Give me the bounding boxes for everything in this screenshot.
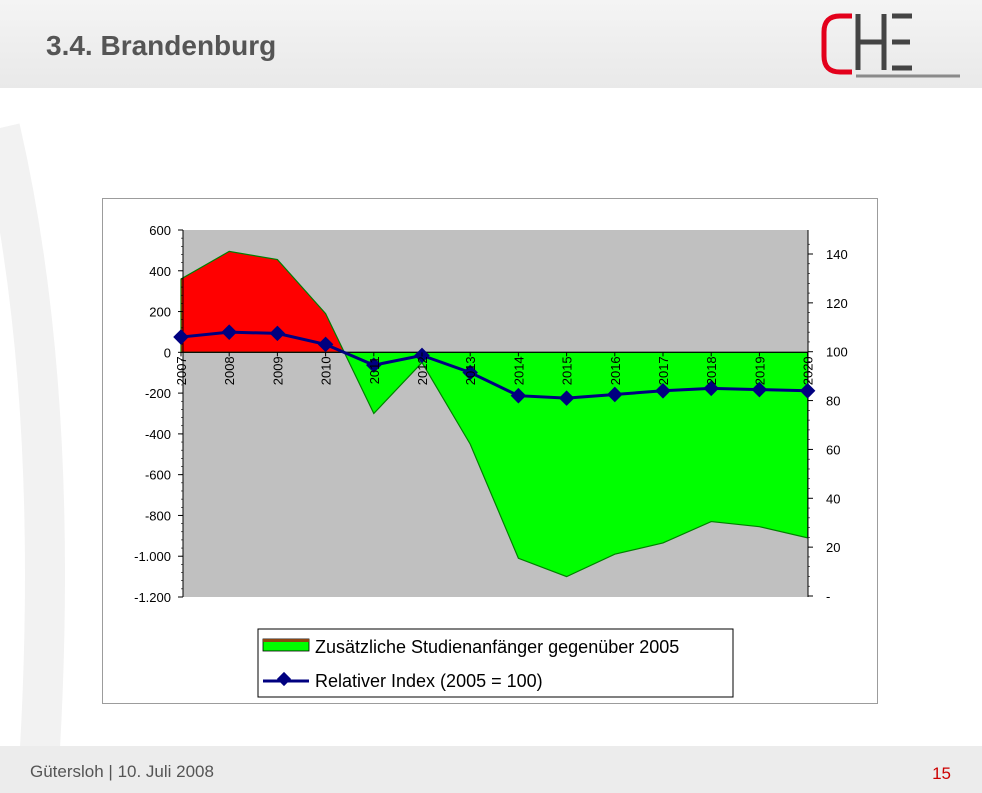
x-tick-label: 2019	[752, 356, 767, 385]
logo-letter-c	[821, 13, 852, 75]
x-tick-label: 2018	[704, 356, 719, 385]
x-tick-label: 2014	[511, 356, 526, 385]
footer-text: Gütersloh | 10. Juli 2008	[30, 762, 214, 781]
slide-footer: Gütersloh | 10. Juli 2008 15	[0, 746, 982, 793]
combo-chart: 600 400 200 0 -200 -400 -600 -800 -1.000 -1.200 14…	[134, 223, 848, 698]
line-marker-2020	[799, 383, 816, 399]
y-left-tick-label: -1.200	[134, 590, 171, 605]
y-left-tick-label: -200	[145, 386, 171, 401]
line-marker-2015	[558, 390, 575, 406]
x-tick-label: 2009	[270, 356, 285, 385]
x-tick-label: 2007	[174, 356, 189, 385]
y-left-tick-label: -600	[145, 468, 171, 483]
line-marker-2014	[510, 387, 527, 404]
legend-swatch-marker	[276, 671, 292, 687]
line-marker-2016	[607, 386, 623, 403]
legend-box	[257, 628, 734, 698]
legend-label-line: Relativer Index (2005 = 100)	[315, 671, 543, 691]
x-tick-label: 2015	[560, 356, 575, 385]
che-logo	[821, 13, 960, 78]
y-right-tick-label: 120	[826, 296, 848, 311]
y-right-tick-label: 140	[826, 247, 848, 262]
legend-label-area: Zusätzliche Studienanfänger gegenüber 20…	[315, 637, 679, 657]
x-tick-label: 2011	[367, 356, 382, 384]
legend-swatch-area-top	[263, 639, 309, 642]
line-marker-2007	[173, 329, 189, 345]
y-left-tick-label: 400	[149, 264, 171, 279]
y-right-tick-label: -	[826, 589, 830, 604]
y-left-tick-label: -800	[145, 508, 171, 523]
line-marker-2019	[751, 381, 768, 398]
series-line-relativer-index	[180, 330, 808, 400]
x-tick-label: 2012	[415, 356, 430, 385]
y-left-tick-label: 200	[149, 305, 171, 320]
chart-frame: 600 400 200 0 -200 -400 -600 -800 -1.000 -1.200 14…	[102, 198, 878, 704]
slide-title: 3.4. Brandenburg	[46, 30, 277, 61]
y-left-tick-label: -400	[145, 427, 171, 442]
line-marker-2017	[655, 383, 671, 399]
legend: Zusätzliche Studienanfänger gegenüber 20…	[257, 628, 734, 698]
x-tick-label: 2016	[608, 356, 623, 385]
y-left-tick-label: 600	[149, 223, 171, 238]
y-right-tick-label: 100	[826, 345, 848, 360]
x-tick-label: 2008	[222, 356, 237, 385]
x-tick-label: 2013	[463, 356, 478, 385]
x-tick-label: 2020	[801, 356, 816, 385]
y-left-tick-label: 0	[164, 345, 171, 360]
slide-header: 3.4. Brandenburg	[0, 0, 982, 88]
x-tick-label: 2017	[656, 356, 671, 385]
y-right-tick-label: 20	[826, 540, 840, 555]
y-right-tick-label: 40	[826, 491, 840, 506]
x-tick-label: 2010	[319, 356, 334, 385]
y-left-tick-label: -1.000	[134, 549, 171, 564]
page-number: 15	[932, 764, 951, 783]
y-right-tick-label: 80	[826, 394, 840, 409]
y-right-tick-label: 60	[826, 442, 840, 457]
